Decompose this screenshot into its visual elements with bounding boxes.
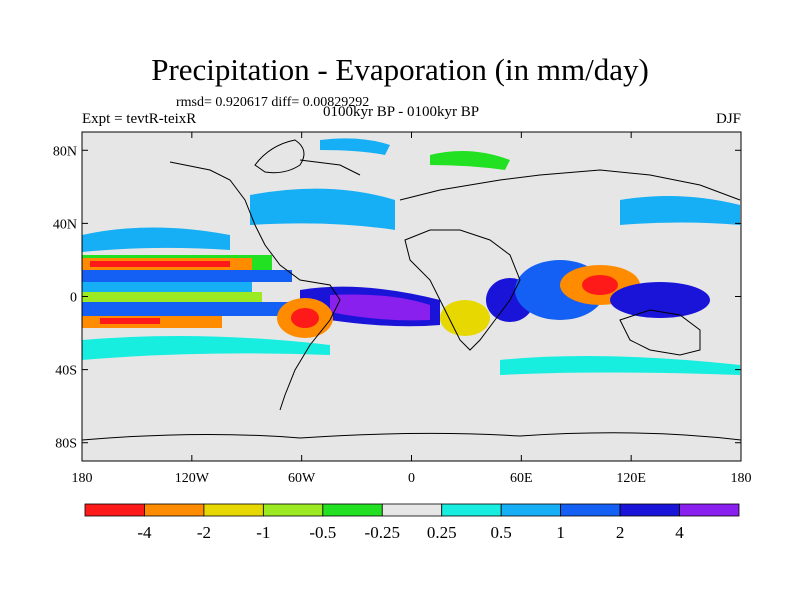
coastlines xyxy=(82,139,741,441)
colorbar-label: -4 xyxy=(137,523,152,542)
season-label: DJF xyxy=(715,111,741,127)
lat-tick-label: 40N xyxy=(53,217,77,232)
lat-axis: 80N 40N 0 40S 80S xyxy=(53,144,741,452)
colorbar-label: 1 xyxy=(556,523,565,542)
coastline-americas xyxy=(169,161,341,411)
field-layer xyxy=(82,138,740,375)
colorbar-swatch xyxy=(381,503,443,517)
colorbar-label: 4 xyxy=(675,523,684,542)
field-patch xyxy=(430,151,510,170)
lon-axis: 180 120W 60W 0 60E 120E 180 xyxy=(72,132,752,486)
lat-tick-label: 80N xyxy=(53,144,77,159)
colorbar-label: -2 xyxy=(197,523,211,542)
field-patch xyxy=(90,261,230,267)
lon-tick-label: 180 xyxy=(72,471,93,486)
lon-tick-label: 60E xyxy=(510,471,533,486)
colorbar-label: -0.5 xyxy=(309,523,336,542)
field-patch xyxy=(82,292,262,302)
lon-tick-label: 120E xyxy=(616,471,646,486)
lon-tick-label: 120W xyxy=(175,471,210,486)
colorbar-swatch xyxy=(560,503,621,517)
coastline-arctic xyxy=(299,159,361,176)
colorbar-swatch xyxy=(500,503,562,517)
field-patch xyxy=(250,188,395,230)
colorbar: -4 -2 -1 -0.5 -0.25 0.25 0.5 1 2 4 xyxy=(84,503,740,542)
lon-tick-label: 180 xyxy=(731,471,752,486)
colorbar-swatch xyxy=(619,503,680,517)
field-patch xyxy=(440,300,490,336)
field-patch xyxy=(100,318,160,324)
field-patch xyxy=(82,336,330,360)
colorbar-swatch xyxy=(679,503,740,517)
lat-tick-label: 80S xyxy=(55,437,77,452)
field-patch xyxy=(82,282,252,292)
colorbar-swatch xyxy=(203,503,264,517)
field-patch xyxy=(291,308,319,328)
coastline-antarctica xyxy=(82,432,741,441)
lat-tick-label: 40S xyxy=(55,364,77,379)
colorbar-swatch xyxy=(144,503,205,517)
field-patch xyxy=(82,227,230,252)
colorbar-swatch xyxy=(322,503,383,517)
experiment-label: Expt = tevtR-teixR xyxy=(82,111,197,127)
colorbar-label: -0.25 xyxy=(365,523,400,542)
coastline-eurasia xyxy=(399,169,741,201)
period-label: 0100kyr BP - 0100kyr BP xyxy=(323,104,480,120)
colorbar-swatch xyxy=(262,503,324,517)
field-patch xyxy=(500,356,740,375)
lon-tick-label: 60W xyxy=(288,471,316,486)
colorbar-label: 2 xyxy=(616,523,625,542)
colorbar-label: 0.25 xyxy=(427,523,457,542)
field-patch xyxy=(620,196,740,225)
colorbar-swatch xyxy=(441,503,502,517)
colorbar-swatch xyxy=(84,503,145,517)
coastline-greenland xyxy=(254,139,305,174)
lon-tick-label: 0 xyxy=(408,471,415,486)
map-title: Precipitation - Evaporation (in mm/day) xyxy=(151,52,649,87)
colorbar-label: -1 xyxy=(256,523,270,542)
lat-tick-label: 0 xyxy=(70,291,77,306)
field-patch xyxy=(320,138,390,155)
field-patch xyxy=(82,302,342,316)
field-patch xyxy=(330,294,430,321)
coastline-australia xyxy=(619,309,701,356)
field-patch xyxy=(610,282,710,318)
stats-label: rmsd= 0.920617 diff= 0.00829292 xyxy=(176,95,370,110)
colorbar-label: 0.5 xyxy=(491,523,512,542)
coastline-africa xyxy=(404,229,521,351)
field-patch xyxy=(582,275,618,295)
field-patch xyxy=(82,270,292,282)
